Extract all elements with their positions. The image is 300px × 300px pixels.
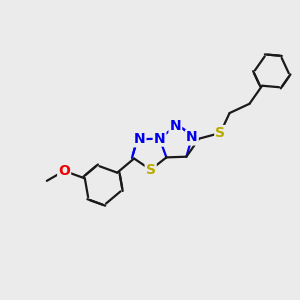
Text: S: S [146, 163, 156, 177]
Text: N: N [186, 130, 198, 145]
Text: N: N [169, 119, 181, 133]
Text: N: N [134, 132, 146, 146]
Text: O: O [58, 164, 70, 178]
Text: N: N [154, 132, 165, 145]
Text: S: S [215, 126, 225, 140]
